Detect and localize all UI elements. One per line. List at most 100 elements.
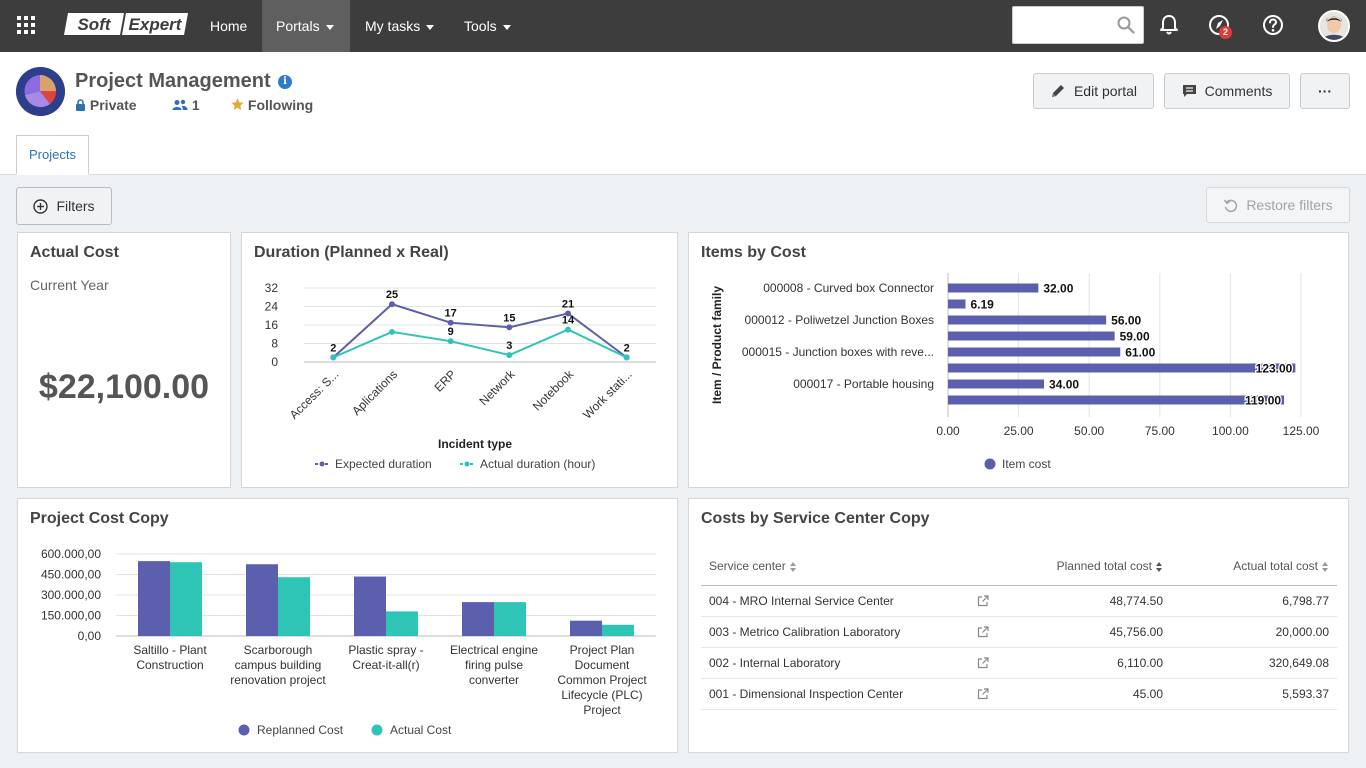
nav-my-tasks-label: My tasks	[365, 18, 421, 34]
nav-home-label: Home	[210, 18, 248, 34]
x-tick-label: 25.00	[1004, 424, 1034, 438]
bar[interactable]	[948, 347, 1121, 357]
bar[interactable]	[246, 564, 278, 636]
widget-title: Actual Cost	[30, 244, 119, 261]
service-center-name: 003 - Metrico Calibration Laboratory	[709, 624, 901, 639]
members-label: 1	[191, 97, 200, 113]
x-tick-label: campus building	[235, 658, 322, 672]
bar[interactable]	[948, 395, 1285, 405]
help-icon[interactable]	[1261, 13, 1285, 37]
data-label: 15	[503, 312, 515, 324]
widget-title: Costs by Service Center Copy	[701, 510, 930, 527]
bar[interactable]	[948, 299, 966, 309]
following-status[interactable]: Following	[231, 97, 313, 113]
bar[interactable]	[494, 602, 526, 636]
y-axis-title: Item / Product family	[710, 286, 724, 404]
external-link-icon[interactable]	[977, 687, 989, 700]
widget-title: Duration (Planned x Real)	[254, 244, 449, 261]
user-avatar[interactable]	[1318, 10, 1350, 42]
bar[interactable]	[354, 576, 386, 636]
column-label: Service center	[709, 558, 786, 573]
x-tick-label: Scarborough	[244, 643, 313, 657]
portal-title: Project Management	[75, 70, 271, 92]
data-point[interactable]	[330, 354, 337, 361]
service-center-cell: 002 - Internal Laboratory	[701, 647, 989, 679]
data-point[interactable]	[389, 328, 395, 335]
x-tick-label: Access: S...	[287, 367, 342, 422]
data-label: 61.00	[1125, 346, 1155, 360]
tab-projects[interactable]: Projects	[16, 135, 89, 175]
external-link-icon[interactable]	[977, 594, 989, 607]
table-row[interactable]: 003 - Metrico Calibration Laboratory 45,7…	[701, 616, 1337, 648]
bar[interactable]	[602, 624, 634, 636]
legend-label[interactable]: Actual duration (hour)	[480, 457, 595, 471]
more-options-label: ···	[1318, 83, 1332, 99]
nav-tools-label: Tools	[464, 18, 497, 34]
data-point[interactable]	[623, 354, 630, 361]
external-link-icon[interactable]	[977, 625, 989, 638]
data-point[interactable]	[506, 324, 513, 331]
x-tick-label: converter	[469, 673, 519, 687]
bar[interactable]	[278, 577, 310, 636]
info-icon[interactable]: i	[278, 75, 292, 89]
edit-portal-button[interactable]: Edit portal	[1033, 73, 1154, 109]
bar[interactable]	[948, 379, 1045, 389]
data-point[interactable]	[389, 301, 395, 308]
legend-label[interactable]: Replanned Cost	[257, 723, 344, 737]
nav-tools[interactable]: Tools	[450, 0, 525, 52]
nav-portals[interactable]: Portals	[262, 0, 350, 52]
softexpert-logo[interactable]: Soft Expert	[64, 10, 188, 38]
y-tick-label: 150.000,00	[41, 609, 101, 623]
members-count[interactable]: 1	[172, 97, 200, 113]
search-icon[interactable]	[1117, 16, 1135, 34]
table-row[interactable]: 001 - Dimensional Inspection Center 45.00…	[701, 678, 1337, 710]
bar[interactable]	[462, 602, 494, 636]
restore-filters-button[interactable]: Restore filters	[1206, 187, 1350, 223]
app-launcher-icon[interactable]	[17, 16, 35, 34]
nav-my-tasks[interactable]: My tasks	[351, 0, 448, 52]
data-point[interactable]	[447, 338, 454, 345]
bar[interactable]	[948, 363, 1296, 373]
legend-label[interactable]: Expected duration	[335, 457, 432, 471]
legend-dot	[371, 724, 383, 736]
x-tick-label: Common Project	[557, 673, 647, 687]
data-label: 123.00	[1256, 362, 1293, 376]
legend-dot	[238, 724, 250, 736]
service-center-name: 001 - Dimensional Inspection Center	[709, 686, 904, 701]
external-link-icon[interactable]	[977, 656, 989, 669]
data-point[interactable]	[506, 352, 513, 359]
x-tick-label: Creat-it-all(r)	[352, 658, 419, 672]
y-tick-label: 600.000,00	[41, 547, 101, 561]
bar[interactable]	[948, 315, 1107, 325]
more-options-button[interactable]: ···	[1300, 73, 1350, 109]
column-header-service-center[interactable]: Service center	[701, 547, 981, 586]
column-header-actual-total-cost[interactable]: Actual total cost	[1171, 547, 1337, 586]
column-header-planned-total-cost[interactable]: Planned total cost	[981, 547, 1171, 586]
legend-dot	[464, 461, 470, 467]
data-point[interactable]	[565, 310, 571, 317]
data-point[interactable]	[447, 319, 454, 326]
legend-label[interactable]: Item cost	[1002, 457, 1051, 471]
search-input[interactable]	[1013, 7, 1113, 43]
legend-label[interactable]: Actual Cost	[390, 723, 452, 737]
filters-button[interactable]: Filters	[16, 187, 112, 225]
table-row[interactable]: 002 - Internal Laboratory 6,110.00 320,649…	[701, 647, 1337, 679]
data-point[interactable]	[565, 326, 571, 333]
bar[interactable]	[138, 561, 170, 636]
bar[interactable]	[948, 283, 1039, 293]
x-tick-label: Notebook	[530, 367, 577, 414]
table-row[interactable]: 004 - MRO Internal Service Center 48,774.…	[701, 585, 1337, 617]
y-tick-label: 0	[271, 355, 278, 369]
y-tick-label: 450.000,00	[41, 568, 101, 582]
bar[interactable]	[570, 620, 602, 636]
column-label: Actual total cost	[1233, 558, 1318, 573]
bar[interactable]	[948, 331, 1115, 341]
bar[interactable]	[386, 611, 418, 636]
nav-home[interactable]: Home	[196, 0, 261, 52]
y-tick-label: 0,00	[78, 629, 102, 643]
comments-button[interactable]: Comments	[1164, 73, 1290, 109]
x-tick-label: Document	[575, 658, 630, 672]
bell-icon[interactable]	[1157, 13, 1181, 37]
following-label: Following	[247, 97, 314, 113]
bar[interactable]	[170, 562, 202, 636]
